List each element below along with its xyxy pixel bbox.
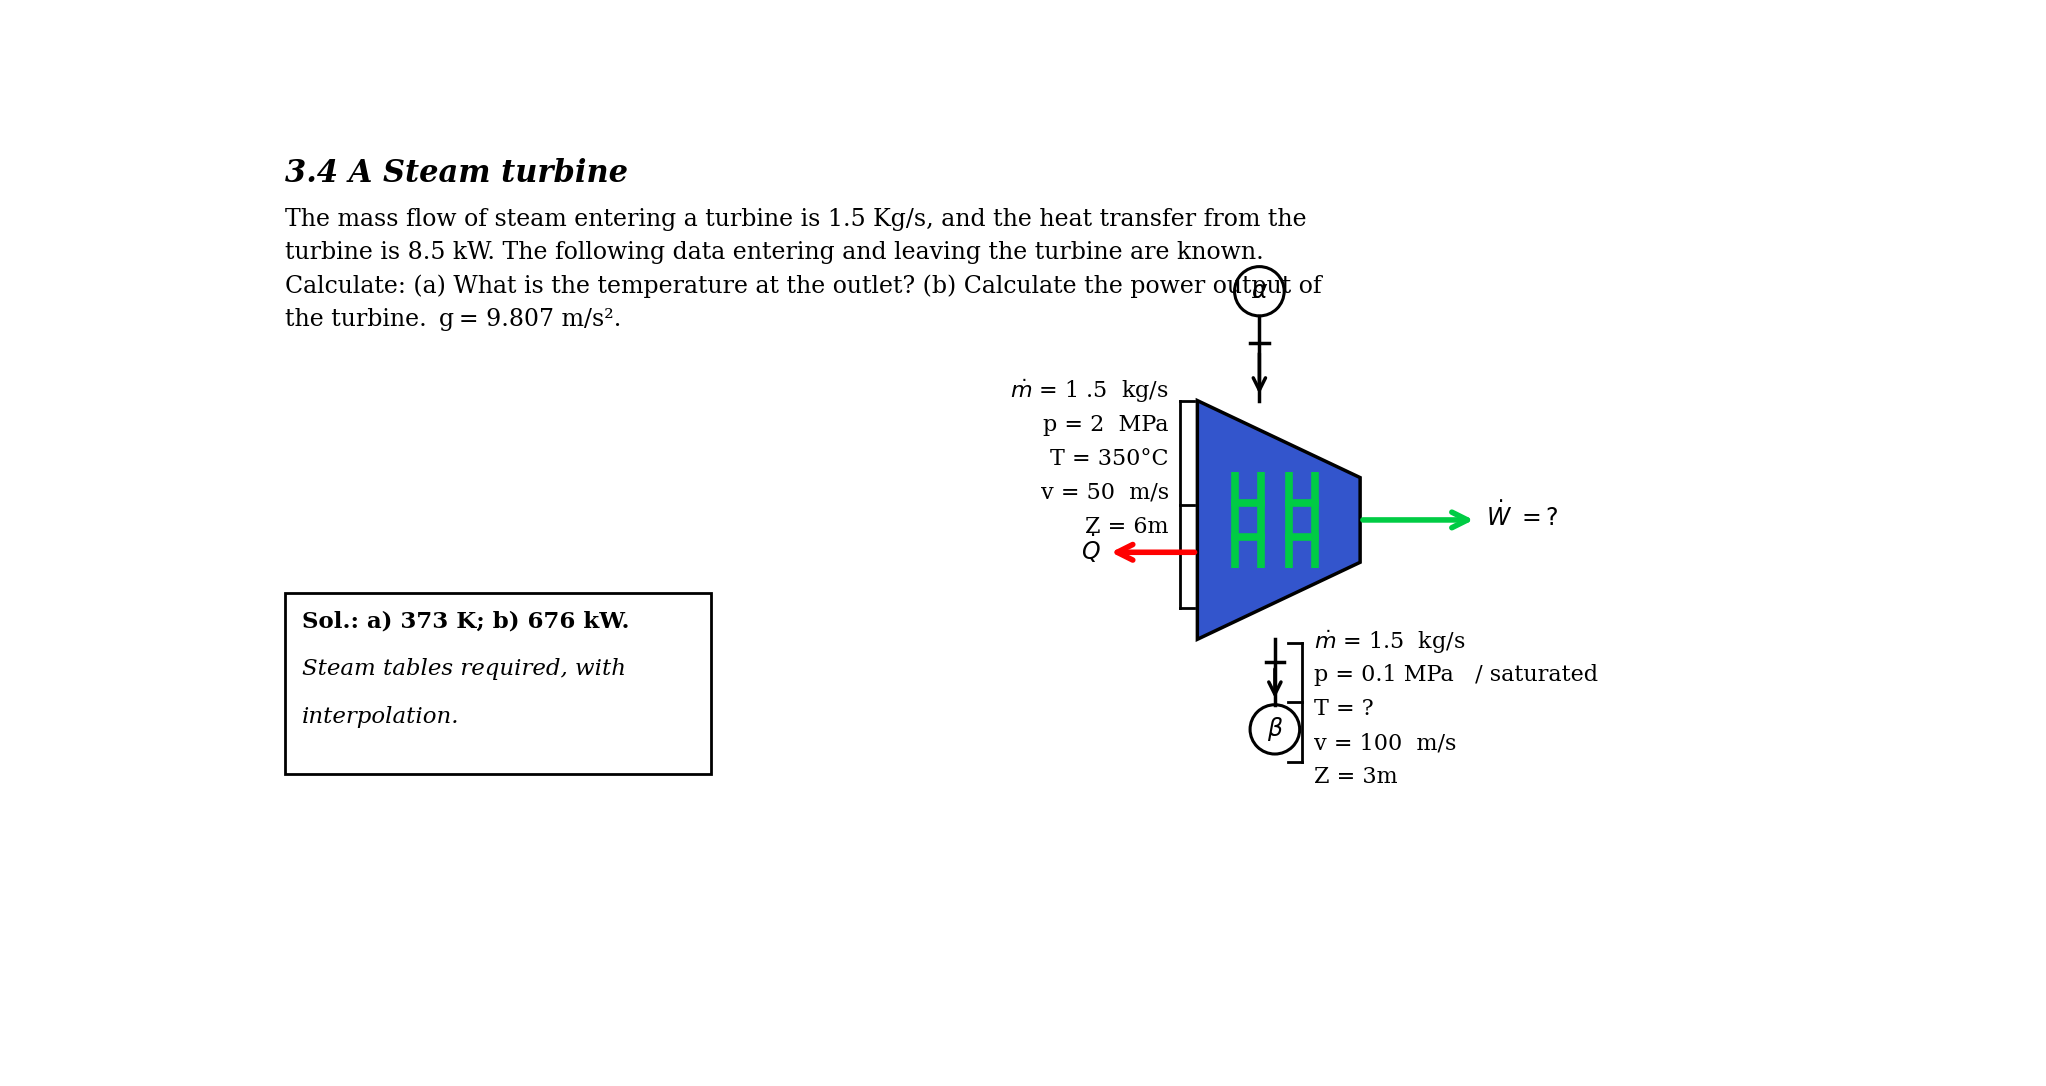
- Text: $\dot{W}$ $=?$: $\dot{W}$ $=?$: [1485, 502, 1559, 531]
- Text: interpolation.: interpolation.: [303, 706, 460, 728]
- Text: 3.4 A Steam turbine: 3.4 A Steam turbine: [284, 159, 628, 189]
- Text: $\alpha$: $\alpha$: [1250, 280, 1269, 303]
- Text: p = 2  MPa: p = 2 MPa: [1043, 414, 1168, 437]
- Text: v = 50  m/s: v = 50 m/s: [1041, 482, 1168, 504]
- FancyBboxPatch shape: [284, 593, 712, 774]
- Text: Z = 6m: Z = 6m: [1084, 516, 1168, 538]
- Text: p = 0.1 MPa   / saturated: p = 0.1 MPa / saturated: [1314, 665, 1598, 686]
- Text: v = 100  m/s: v = 100 m/s: [1314, 732, 1457, 755]
- Polygon shape: [1197, 401, 1361, 640]
- Text: $\beta$: $\beta$: [1266, 716, 1283, 744]
- Text: $\dot{m}$ = 1 .5  kg/s: $\dot{m}$ = 1 .5 kg/s: [1011, 377, 1168, 405]
- Text: T = ?: T = ?: [1314, 698, 1373, 720]
- Text: T = 350°C: T = 350°C: [1050, 449, 1168, 470]
- Text: The mass flow of steam entering a turbine is 1.5 Kg/s, and the heat transfer fro: The mass flow of steam entering a turbin…: [284, 209, 1322, 330]
- Text: Z = 3m: Z = 3m: [1314, 766, 1397, 788]
- Text: $\dot{m}$ = 1.5  kg/s: $\dot{m}$ = 1.5 kg/s: [1314, 628, 1465, 656]
- Text: $\dot{Q}$: $\dot{Q}$: [1082, 532, 1101, 565]
- Text: Sol.: a) 373 K; b) 676 kW.: Sol.: a) 373 K; b) 676 kW.: [303, 610, 630, 632]
- Text: Steam tables required, with: Steam tables required, with: [303, 658, 626, 680]
